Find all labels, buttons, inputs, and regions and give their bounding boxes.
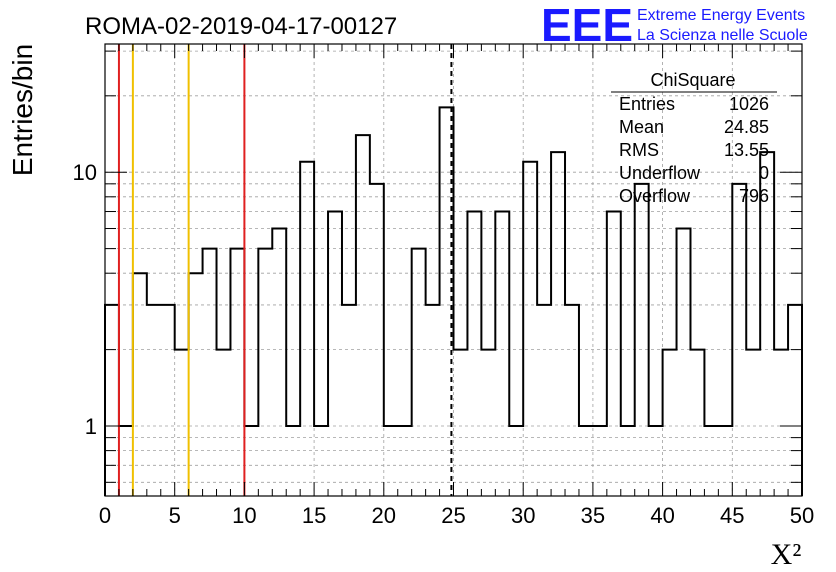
histogram-bin — [593, 426, 607, 496]
y-tick-label: 10 — [73, 160, 97, 185]
tick-labels: 0 5 10 15 20 25 30 35 40 45 50 1 10 — [73, 160, 815, 528]
histogram-bin — [258, 249, 272, 496]
histogram-bin — [300, 162, 314, 496]
histogram-bin — [732, 184, 746, 496]
stats-label-overflow: Overflow — [619, 186, 691, 206]
histogram-bin — [690, 350, 704, 496]
histogram-bin — [272, 229, 286, 496]
histogram-bin — [454, 350, 468, 496]
histogram-bin — [105, 305, 119, 496]
histogram-bin — [621, 426, 635, 496]
histogram-bin — [677, 229, 691, 496]
stats-box: ChiSquare Entries 1026 Mean 24.85 RMS 13… — [611, 70, 777, 206]
histogram-bin — [398, 426, 412, 496]
histogram-bin — [704, 426, 718, 496]
histogram-bin — [495, 212, 509, 496]
histogram-bin — [523, 162, 537, 496]
histogram-bin — [203, 249, 217, 496]
x-tick-label: 10 — [232, 503, 256, 528]
x-tick-label: 5 — [169, 503, 181, 528]
histogram-bin — [133, 273, 147, 496]
eee-logo: EEE — [541, 0, 633, 51]
histogram-bin — [663, 350, 677, 496]
histogram-bin — [579, 426, 593, 496]
logo-line-1: Extreme Energy Events — [637, 7, 805, 24]
x-tick-label: 45 — [720, 503, 744, 528]
run-title: ROMA-02-2019-04-17-00127 — [85, 13, 397, 40]
histogram-bin — [718, 426, 732, 496]
histogram-bin — [147, 305, 161, 496]
x-tick-label: 40 — [650, 503, 674, 528]
histogram-bin — [230, 249, 244, 496]
histogram-bin — [286, 426, 300, 496]
histogram-bin — [161, 305, 175, 496]
histogram-bin — [426, 305, 440, 496]
x-tick-label: 30 — [511, 503, 535, 528]
histogram-outline — [104, 106, 803, 496]
histogram-bin — [217, 350, 231, 496]
x-tick-label: 35 — [581, 503, 605, 528]
histogram-bin — [189, 273, 203, 496]
x-tick-label: 50 — [790, 503, 814, 528]
histogram-bin — [607, 212, 621, 496]
histogram-bin — [746, 350, 760, 496]
x-tick-label: 15 — [302, 503, 326, 528]
y-tick-label: 1 — [85, 414, 97, 439]
logo-line-2: La Scienza nelle Scuole — [637, 27, 808, 44]
histogram-bin — [649, 426, 663, 496]
histogram-bin — [537, 305, 551, 496]
stats-value-overflow: 796 — [739, 186, 769, 206]
histogram-bin — [774, 350, 788, 496]
histogram-bin — [481, 350, 495, 496]
stats-label-rms: RMS — [619, 140, 659, 160]
stats-label-underflow: Underflow — [619, 163, 701, 183]
histogram-bin — [788, 305, 802, 496]
histogram-bin — [509, 426, 523, 496]
x-axis-label: X² — [771, 538, 802, 571]
histogram-bin — [342, 305, 356, 496]
histogram-bin — [412, 249, 426, 496]
histogram-bin — [314, 426, 328, 496]
histogram-bin — [244, 426, 258, 496]
histogram-bin — [467, 212, 481, 496]
histogram-bin — [565, 305, 579, 496]
histogram-bin — [119, 426, 133, 496]
stats-title: ChiSquare — [650, 70, 735, 90]
stats-value-underflow: 0 — [759, 163, 769, 183]
histogram-bin — [635, 184, 649, 496]
x-tick-label: 0 — [99, 503, 111, 528]
histogram-bin — [356, 135, 370, 496]
histogram-bin — [370, 184, 384, 496]
x-tick-label: 25 — [441, 503, 465, 528]
histogram-series — [104, 106, 803, 496]
stats-value-entries: 1026 — [729, 94, 769, 114]
histogram-bin — [384, 426, 398, 496]
stats-label-entries: Entries — [619, 94, 675, 114]
histogram-bin — [175, 350, 189, 496]
reference-lines — [117, 44, 453, 496]
axis-ticks — [104, 44, 803, 496]
stats-value-rms: 13.55 — [724, 140, 769, 160]
stats-value-mean: 24.85 — [724, 117, 769, 137]
x-tick-label: 20 — [372, 503, 396, 528]
stats-label-mean: Mean — [619, 117, 664, 137]
histogram-bin — [328, 212, 342, 496]
histogram-bin — [551, 152, 565, 496]
y-axis-label: Entries/bin — [7, 44, 38, 176]
